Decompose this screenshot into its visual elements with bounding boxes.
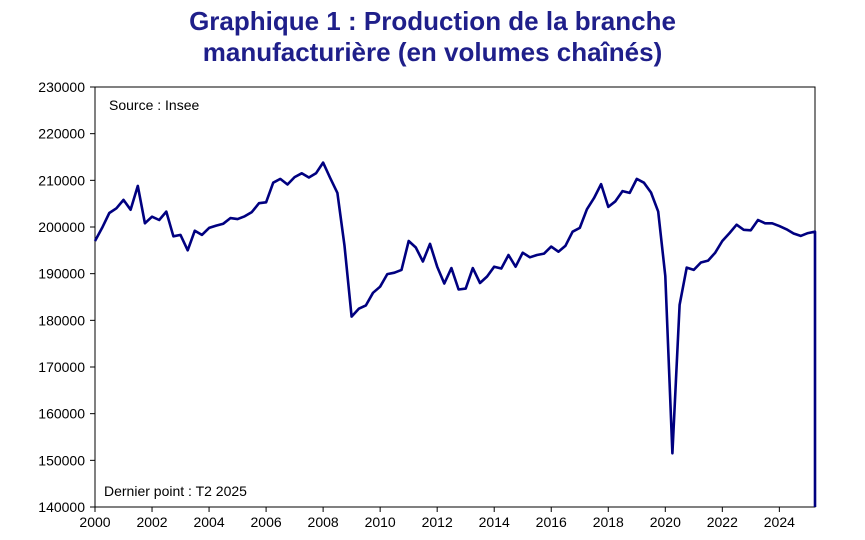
y-axis: 140000 150000 160000 170000 180000 190000 2000…: [38, 79, 95, 515]
y-tick-label: 230000: [38, 79, 85, 95]
x-tick-label: 2008: [308, 514, 339, 530]
y-tick-label: 140000: [38, 499, 85, 515]
series-line-production: [93, 161, 817, 507]
y-tick-label: 190000: [38, 266, 85, 282]
y-tick-label: 180000: [38, 312, 85, 328]
x-tick-label: 2014: [479, 514, 510, 530]
y-tick-label: 220000: [38, 126, 85, 142]
y-tick-label: 170000: [38, 359, 85, 375]
x-tick-label: 2006: [251, 514, 282, 530]
x-tick-label: 2010: [365, 514, 396, 530]
x-axis: 2000 2002 2004 2006 2008 2010 2012 2014 2016 2018…: [79, 507, 795, 530]
x-tick-label: 2018: [593, 514, 624, 530]
y-tick-label: 210000: [38, 172, 85, 188]
x-tick-label: 2024: [764, 514, 795, 530]
x-tick-label: 2012: [422, 514, 453, 530]
x-tick-label: 2022: [707, 514, 738, 530]
chart-title-line-1: Graphique 1 : Production de la branche: [189, 6, 676, 36]
x-tick-label: 2000: [79, 514, 110, 530]
plot-frame: [94, 86, 816, 508]
x-tick-label: 2020: [650, 514, 681, 530]
last-point-note: Dernier point : T2 2025: [104, 483, 247, 499]
x-tick-label: 2016: [536, 514, 567, 530]
x-tick-label: 2002: [136, 514, 167, 530]
chart-title-line-2: manufacturière (en volumes chaînés): [202, 37, 663, 67]
y-tick-label: 160000: [38, 406, 85, 422]
y-tick-label: 150000: [38, 452, 85, 468]
x-tick-label: 2004: [193, 514, 224, 530]
source-note: Source : Insee: [109, 97, 199, 113]
chart-title: Graphique 1 : Production de la branche m…: [0, 6, 865, 68]
y-tick-label: 200000: [38, 219, 85, 235]
